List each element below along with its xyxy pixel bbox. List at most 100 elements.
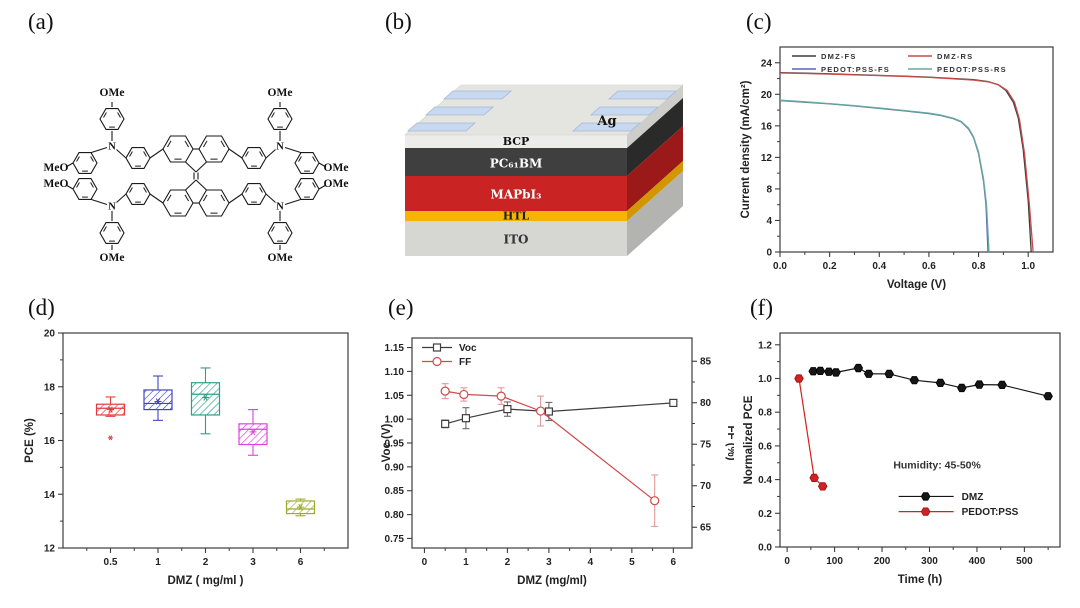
svg-text:1.0: 1.0 [758, 374, 772, 385]
svg-text:0.95: 0.95 [385, 439, 405, 450]
electrode-pad [607, 90, 678, 100]
svg-text:1.05: 1.05 [385, 391, 405, 402]
svg-text:20: 20 [761, 90, 773, 101]
svg-text:100: 100 [826, 556, 843, 567]
svg-text:3: 3 [546, 557, 552, 568]
box-1 [143, 389, 173, 411]
svg-text:Voltage (V): Voltage (V) [887, 279, 946, 290]
svg-text:1.10: 1.10 [385, 367, 405, 378]
svg-text:1.00: 1.00 [385, 415, 405, 426]
svg-text:HTL: HTL [503, 210, 530, 223]
molecule-structure-drawing: OMe OMe MeO OMe MeO OMe OMe OMe N N N N [44, 87, 349, 264]
svg-text:OMe: OMe [324, 162, 349, 174]
svg-text:Voc (V): Voc (V) [381, 423, 393, 462]
svg-text:Ag: Ag [596, 114, 616, 129]
svg-text:DMZ (mg/ml): DMZ (mg/ml) [517, 575, 587, 587]
device-stack-drawing: Ag BCP PC₆₁BM MAPbI₃ HTL ITO [404, 84, 684, 256]
svg-text:6: 6 [671, 557, 677, 568]
svg-text:0.80: 0.80 [385, 510, 405, 521]
svg-text:80: 80 [700, 398, 712, 409]
svg-text:14: 14 [44, 490, 56, 501]
layer-face-4 [405, 221, 627, 256]
svg-text:70: 70 [700, 481, 712, 492]
svg-text:0: 0 [766, 248, 772, 259]
svg-text:500: 500 [1016, 556, 1033, 567]
panel-b-device-stack: (b) Ag BCP PC₆₁BM MAPbI₃ HTL ITO [375, 6, 715, 288]
box-2 [190, 382, 221, 416]
svg-text:FF (%): FF (%) [725, 425, 734, 460]
svg-text:0.0: 0.0 [773, 261, 787, 272]
electrode-pad [442, 90, 513, 100]
electrode-pad [424, 106, 495, 116]
panel-d-box-chart: (d) 12 14 16 18 20 DMZ ( mg/ml ) PCE (%) 0.5 1 2 3… [18, 292, 364, 604]
svg-text:18: 18 [44, 382, 56, 393]
svg-text:75: 75 [700, 440, 712, 451]
electrode-pad [406, 122, 477, 132]
svg-text:0.4: 0.4 [758, 475, 772, 486]
svg-text:OMe: OMe [100, 252, 125, 264]
box-series [95, 367, 316, 517]
svg-text:300: 300 [921, 556, 938, 567]
svg-text:0.8: 0.8 [972, 261, 986, 272]
svg-text:2: 2 [203, 557, 209, 568]
svg-text:PEDOT:PSS: PEDOT:PSS [962, 507, 1019, 518]
electrode-pad [589, 106, 660, 116]
svg-text:5: 5 [629, 557, 635, 568]
svg-text:1.2: 1.2 [758, 340, 772, 351]
svg-text:Current density (mA/cm²): Current density (mA/cm²) [740, 80, 752, 218]
svg-text:1.15: 1.15 [385, 343, 405, 354]
svg-text:2: 2 [505, 557, 511, 568]
svg-text:4: 4 [588, 557, 594, 568]
svg-text:0: 0 [422, 557, 428, 568]
panel-b-label: (b) [385, 9, 412, 34]
panel-e-label: (e) [388, 295, 414, 320]
layer-side-3 [627, 161, 683, 221]
panel-c-label: (c) [746, 9, 772, 34]
svg-text:8: 8 [766, 184, 772, 195]
stability-legend: DMZ PEDOT:PSS [898, 492, 1019, 518]
box-3 [238, 423, 268, 446]
svg-text:0.6: 0.6 [922, 261, 936, 272]
layer-side-2 [627, 126, 683, 211]
svg-text:20: 20 [44, 329, 56, 340]
svg-text:PC₆₁BM: PC₆₁BM [490, 157, 543, 171]
jv-legend: DMZ-FS DMZ-RS PEDOT:PSS-FS PEDOT:PSS-RS [792, 52, 1007, 74]
svg-text:N: N [276, 142, 284, 153]
svg-text:N: N [276, 202, 284, 213]
molecule-group: OMe OMe MeO OMe MeO OMe OMe OMe N N N N [44, 87, 349, 264]
vocff-series [440, 383, 678, 527]
svg-text:0.6: 0.6 [758, 441, 772, 452]
svg-text:0.8: 0.8 [758, 408, 772, 419]
svg-text:65: 65 [700, 523, 712, 534]
svg-text:24: 24 [761, 58, 773, 69]
jv-series [779, 71, 1034, 253]
svg-text:6: 6 [298, 557, 304, 568]
svg-text:OMe: OMe [100, 87, 125, 99]
panel-d-label: (d) [28, 295, 55, 320]
svg-text:0.75: 0.75 [385, 534, 405, 545]
svg-text:OMe: OMe [268, 252, 293, 264]
layer-face-0 [405, 135, 627, 148]
svg-text:BCP: BCP [503, 135, 530, 148]
svg-text:PEDOT:PSS-RS: PEDOT:PSS-RS [937, 65, 1007, 74]
panel-a-label: (a) [28, 9, 54, 34]
voc-ff-chart: 0 1 2 3 4 5 6 0.75 0.80 0.85 0.90 0.95 1.00 1.05 1.10 1… [381, 337, 734, 587]
svg-text:OMe: OMe [324, 178, 349, 190]
stab-axes: 0 100 200 300 400 500 0.0 0.2 0.4 0.6 0.8 1.0 1.2 Tim… [743, 332, 1061, 586]
svg-text:16: 16 [44, 436, 56, 447]
svg-text:12: 12 [761, 153, 773, 164]
panel-e-voc-ff-chart: (e) 0 1 2 3 4 5 6 0.75 0.80 0.85 0.90 0.95 1.00 1.05 1… [378, 292, 734, 604]
stability-chart: 0 100 200 300 400 500 0.0 0.2 0.4 0.6 0.8 1.0 1.2 Tim… [743, 332, 1061, 586]
svg-text:Humidity: 45-50%: Humidity: 45-50% [893, 460, 981, 472]
svg-text:N: N [108, 202, 116, 213]
svg-text:PCE (%): PCE (%) [24, 418, 36, 463]
svg-text:DMZ: DMZ [962, 492, 984, 503]
svg-text:0.85: 0.85 [385, 486, 405, 497]
layer-side-0 [627, 85, 683, 148]
svg-text:1: 1 [463, 557, 469, 568]
svg-text:1: 1 [155, 557, 161, 568]
vocff-legend: Voc FF [422, 343, 477, 368]
svg-text:PEDOT:PSS-FS: PEDOT:PSS-FS [821, 65, 890, 74]
svg-text:DMZ-FS: DMZ-FS [821, 52, 857, 61]
